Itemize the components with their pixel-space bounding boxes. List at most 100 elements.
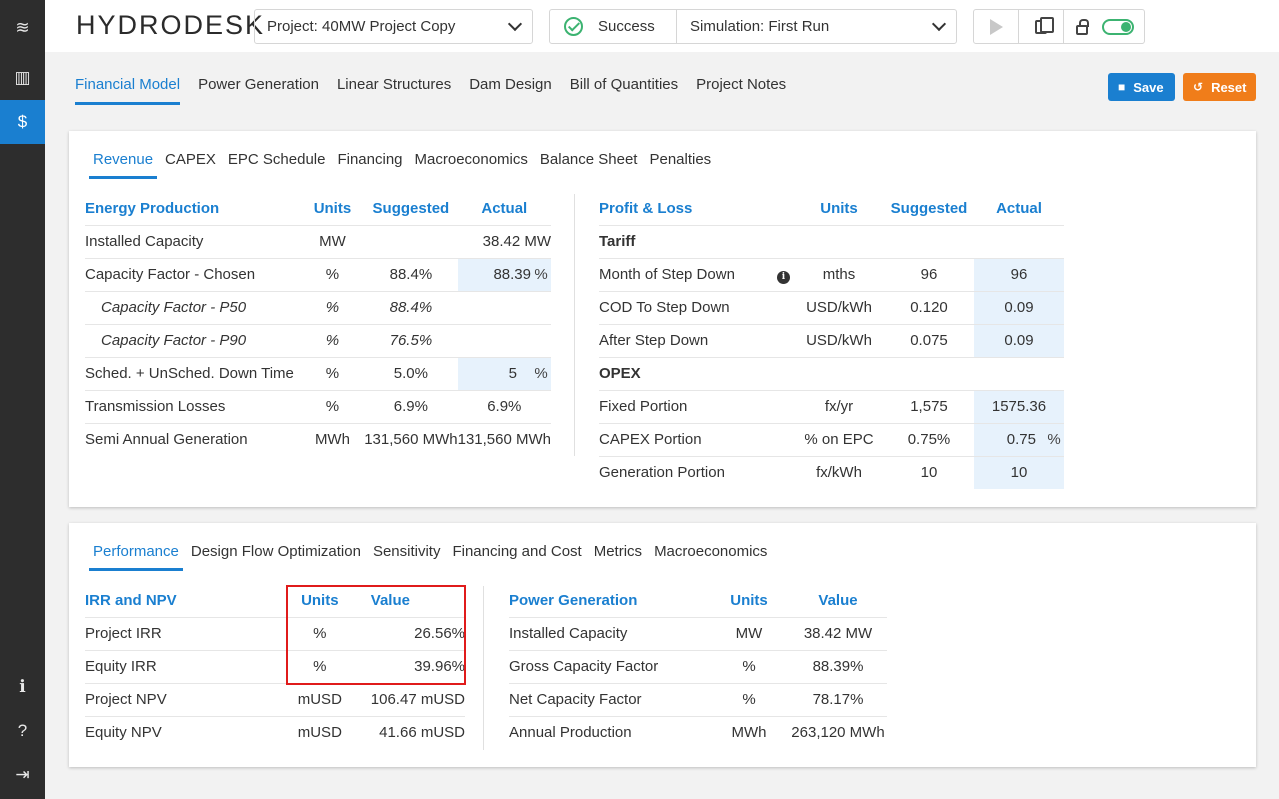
tab-macroeconomics[interactable]: Macroeconomics (414, 151, 528, 168)
logo-icon[interactable]: ≋ (15, 18, 30, 37)
unlock-icon (1076, 18, 1089, 35)
table-row: After Step Down USD/kWh 0.075 0.09 (599, 324, 1064, 358)
row-suggested (364, 225, 458, 259)
row-label: Transmission Losses (85, 390, 301, 424)
tab-linear-structures[interactable]: Linear Structures (336, 76, 452, 93)
row-value: 78.17% (789, 683, 887, 717)
irr-header-value: Value (370, 584, 465, 618)
row-label: Project IRR (85, 617, 269, 651)
row-label: Equity IRR (85, 650, 269, 684)
save-button[interactable]: ■ Save (1108, 73, 1175, 101)
divider (574, 194, 575, 456)
toggle-switch-icon (1102, 18, 1134, 35)
row-label: Capacity Factor - P90 (85, 324, 301, 358)
generation-portion-input[interactable]: 10 (974, 456, 1064, 489)
toolbar (973, 9, 1145, 44)
tab-balance-sheet[interactable]: Balance Sheet (539, 151, 638, 168)
row-label: Semi Annual Generation (85, 431, 248, 449)
input-value: 88.39 (493, 266, 531, 283)
row-label: CAPEX Portion (599, 423, 794, 457)
step-down-month-input[interactable]: 96 (974, 258, 1064, 292)
row-label: Capacity Factor - Chosen (85, 258, 301, 292)
row-units: mUSD (297, 724, 342, 742)
simulation-select-value: Simulation: First Run (690, 18, 830, 35)
table-row: COD To Step Down USD/kWh 0.120 0.09 (599, 291, 1064, 325)
row-label: Gross Capacity Factor (509, 650, 709, 684)
row-label: Installed Capacity (509, 617, 709, 651)
tab-financing-and-cost[interactable]: Financing and Cost (452, 543, 582, 560)
info-icon[interactable]: i (776, 270, 790, 284)
row-suggested: 88.4% (364, 258, 458, 292)
tab-sensitivity[interactable]: Sensitivity (372, 543, 441, 560)
power-header-units: Units (709, 584, 789, 618)
tab-penalties[interactable]: Penalties (649, 151, 712, 168)
row-value: 41.66 mUSD (379, 724, 465, 742)
copy-icon (1035, 16, 1054, 34)
tab-revenue[interactable]: Revenue (89, 151, 158, 179)
tariff-subheading: Tariff (599, 225, 1064, 259)
row-suggested: 0.120 (884, 291, 974, 325)
copy-button[interactable] (1019, 10, 1064, 43)
downtime-input[interactable]: 5% (457, 357, 551, 391)
table-row: Gross Capacity Factor % 88.39% (509, 650, 887, 684)
info-icon[interactable]: ℹ (19, 677, 26, 696)
row-suggested: 131,560 MWh (364, 431, 458, 449)
energy-header-units: Units (300, 192, 365, 226)
row-actual: 38.42 MW (457, 225, 551, 259)
row-suggested: 10 (920, 464, 938, 482)
tab-macroeconomics-2[interactable]: Macroeconomics (654, 543, 768, 560)
tab-power-generation[interactable]: Power Generation (198, 76, 319, 93)
table-row: Month of Step Down i mths 96 96 (599, 258, 1064, 292)
row-units: % (300, 324, 365, 358)
help-icon[interactable]: ? (17, 721, 28, 740)
table-row: Net Capacity Factor % 78.17% (509, 683, 887, 717)
top-bar: HYDRODESK Project: 40MW Project Copy Suc… (45, 0, 1279, 52)
dollar-icon[interactable]: $ (0, 100, 45, 144)
tab-metrics[interactable]: Metrics (593, 543, 643, 560)
table-row: Equity IRR % 39.96% (85, 650, 465, 684)
reset-button[interactable]: ↺ Reset (1183, 73, 1256, 101)
row-suggested: 0.075 (884, 324, 974, 358)
tab-performance[interactable]: Performance (89, 543, 183, 571)
tab-design-flow-optimization[interactable]: Design Flow Optimization (190, 543, 361, 560)
row-units: % (300, 291, 365, 325)
table-row: CAPEX Portion % on EPC 0.75% 0.75% (599, 423, 1064, 457)
tab-financial-model[interactable]: Financial Model (75, 76, 181, 105)
tab-epc-schedule[interactable]: EPC Schedule (227, 151, 326, 168)
row-units: MW (709, 617, 789, 651)
lock-toggle[interactable] (1100, 10, 1136, 43)
table-row: Equity NPV mUSD 41.66 mUSD (85, 716, 465, 749)
lock-button[interactable] (1072, 10, 1092, 43)
map-icon[interactable]: ▥ (14, 68, 31, 87)
table-row: Project NPV mUSD 106.47 mUSD (85, 683, 465, 717)
tab-bill-of-quantities[interactable]: Bill of Quantities (569, 76, 679, 93)
capacity-factor-input[interactable]: 88.39% (457, 258, 551, 292)
table-row: Installed Capacity MW 38.42 MW (509, 617, 887, 651)
app-title: HYDRODESK (76, 10, 266, 40)
logout-icon[interactable]: ⇥ (15, 765, 30, 784)
simulation-select[interactable]: Simulation: First Run (678, 10, 956, 43)
run-button[interactable] (974, 10, 1019, 43)
row-suggested: 76.5% (364, 324, 458, 358)
row-label: Equity NPV (85, 724, 162, 742)
after-step-down-input[interactable]: 0.09 (974, 324, 1064, 358)
tab-project-notes[interactable]: Project Notes (696, 76, 787, 93)
row-units: % (300, 357, 365, 391)
tab-dam-design[interactable]: Dam Design (469, 76, 552, 93)
table-row: Project IRR % 26.56% (85, 617, 465, 651)
row-units: % (300, 390, 365, 424)
irr-npv-table: IRR and NPV Units Value Project IRR % 26… (85, 584, 465, 749)
cod-step-down-input[interactable]: 0.09 (974, 291, 1064, 325)
table-row: Generation Portion fx/kWh 10 10 (599, 456, 1064, 489)
row-value: 88.39% (789, 650, 887, 684)
fixed-portion-input[interactable]: 1575.36 (974, 390, 1064, 424)
row-label: Capacity Factor - P50 (85, 291, 301, 325)
tab-financing[interactable]: Financing (337, 151, 403, 168)
capex-portion-input[interactable]: 0.75% (974, 423, 1064, 457)
floppy-disk-icon: ■ (1118, 80, 1126, 94)
row-label: Fixed Portion (599, 390, 794, 424)
table-row: Annual Production MWh 263,120 MWh (509, 716, 887, 749)
tab-capex[interactable]: CAPEX (165, 151, 216, 168)
project-select[interactable]: Project: 40MW Project Copy (254, 9, 533, 44)
input-unit: % (534, 266, 548, 283)
